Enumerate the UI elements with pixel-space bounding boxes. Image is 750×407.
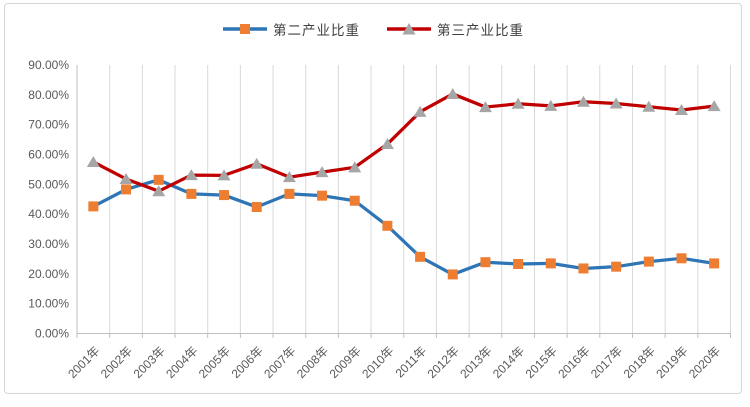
data-point-triangle-marker — [348, 161, 362, 173]
data-point-triangle-marker — [315, 166, 329, 178]
data-point-square-marker — [88, 201, 99, 212]
legend-item-secondary-industry: 第二产业比重 — [222, 19, 360, 39]
data-point-triangle-marker — [152, 185, 166, 197]
data-point-square-marker — [121, 184, 132, 195]
data-point-triangle-marker — [184, 169, 198, 181]
data-point-triangle-marker — [282, 171, 296, 183]
legend-swatch-tertiary — [387, 23, 431, 35]
y-tick-label: 30.00% — [28, 237, 69, 251]
y-tick-label: 20.00% — [28, 267, 69, 281]
data-point-triangle-marker — [511, 97, 525, 109]
data-point-triangle-marker — [642, 100, 656, 112]
data-point-triangle-marker — [446, 87, 460, 99]
x-tick-label: 2002年 — [98, 344, 135, 381]
data-point-square-marker — [382, 220, 393, 231]
legend-swatch-secondary — [223, 24, 267, 34]
legend-item-tertiary-industry: 第三产业比重 — [386, 19, 524, 39]
data-point-square-marker — [251, 202, 262, 213]
x-tick-label: 2017年 — [588, 344, 625, 381]
series-line — [91, 92, 716, 193]
x-tick-label: 2006年 — [229, 344, 266, 381]
data-point-triangle-marker — [413, 105, 427, 117]
y-tick-label: 40.00% — [28, 207, 69, 221]
y-tick-label: 0.00% — [35, 327, 69, 341]
x-tick-label: 2020年 — [686, 344, 723, 381]
y-tick-label: 80.00% — [28, 88, 69, 102]
data-point-square-marker — [349, 195, 360, 206]
data-point-triangle-marker — [609, 97, 623, 109]
data-point-triangle-marker — [544, 99, 558, 111]
x-tick-label: 2014年 — [490, 344, 527, 381]
x-tick-label: 2016年 — [555, 344, 592, 381]
data-point-square-marker — [578, 263, 589, 274]
y-tick-label: 70.00% — [28, 118, 69, 132]
x-tick-label: 2004年 — [163, 344, 200, 381]
data-point-square-marker — [447, 269, 458, 280]
x-tick-label: 2018年 — [621, 344, 658, 381]
data-point-triangle-marker — [576, 95, 590, 107]
series-line — [91, 178, 716, 277]
data-point-triangle-marker — [119, 172, 133, 184]
chart-frame: 第二产业比重 第三产业比重 90.00% 80.00% 70.00% 60.00% 50… — [4, 3, 742, 394]
data-point-square-marker — [480, 257, 491, 268]
data-point-square-marker — [676, 253, 687, 264]
x-tick-label: 2008年 — [294, 344, 331, 381]
data-point-square-marker — [153, 174, 164, 185]
data-point-square-marker — [415, 251, 426, 262]
x-tick-label: 2015年 — [523, 344, 560, 381]
data-point-triangle-marker — [380, 138, 394, 150]
data-point-square-marker — [513, 258, 524, 269]
y-tick-label: 10.00% — [28, 297, 69, 311]
data-point-square-marker — [545, 258, 556, 269]
data-point-square-marker — [284, 188, 295, 199]
chart-legend: 第二产业比重 第三产业比重 — [5, 19, 741, 39]
data-point-square-marker — [611, 261, 622, 272]
data-point-triangle-marker — [674, 104, 688, 116]
x-tick-label: 2009年 — [327, 344, 364, 381]
data-point-triangle-marker — [478, 101, 492, 113]
data-point-square-marker — [643, 256, 654, 267]
data-point-triangle-marker — [217, 169, 231, 181]
data-point-square-marker — [317, 190, 328, 201]
x-tick-label: 2011年 — [393, 344, 430, 381]
industry-proportion-line-chart: 90.00% 80.00% 70.00% 60.00% 50.00% 40.00% 30.0… — [28, 58, 731, 381]
x-tick-label: 2003年 — [131, 344, 168, 381]
x-tick-label: 2013年 — [457, 344, 494, 381]
y-tick-label: 60.00% — [28, 148, 69, 162]
x-tick-label: 2005年 — [196, 344, 233, 381]
legend-triangle-marker-icon — [402, 23, 416, 35]
legend-square-marker-icon — [240, 24, 250, 34]
x-tick-label: 2019年 — [653, 344, 690, 381]
data-point-triangle-marker — [250, 157, 264, 169]
x-tick-label: 2007年 — [261, 344, 298, 381]
x-tick-label: 2012年 — [425, 344, 462, 381]
data-point-triangle-marker — [86, 155, 100, 167]
y-tick-label: 50.00% — [28, 177, 69, 191]
data-point-square-marker — [186, 188, 197, 199]
x-tick-label: 2001年 — [65, 344, 102, 381]
x-tick-label: 2010年 — [359, 344, 396, 381]
y-tick-label: 90.00% — [28, 58, 69, 72]
data-point-triangle-marker — [707, 100, 721, 112]
legend-label-secondary: 第二产业比重 — [273, 23, 360, 38]
data-point-square-marker — [219, 190, 230, 201]
legend-label-tertiary: 第三产业比重 — [437, 23, 524, 38]
data-point-square-marker — [709, 258, 720, 269]
